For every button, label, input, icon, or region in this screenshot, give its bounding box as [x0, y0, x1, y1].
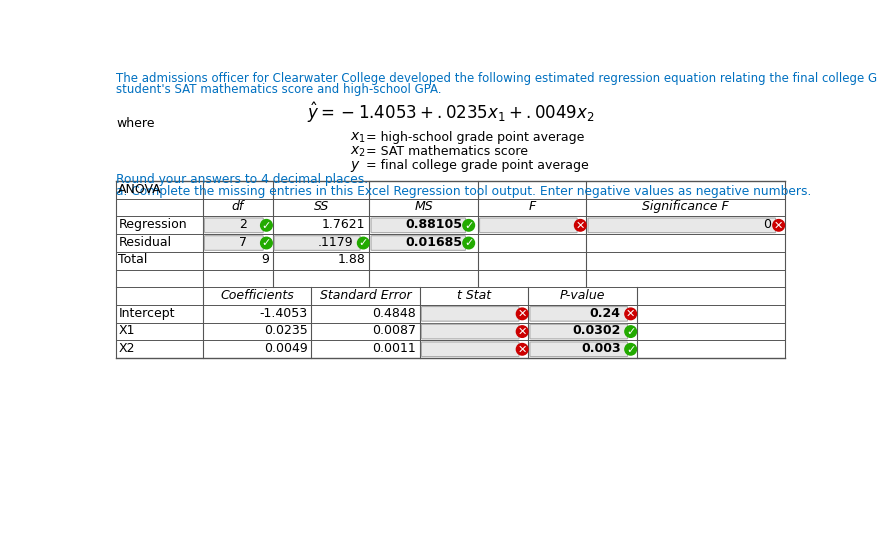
FancyBboxPatch shape [371, 236, 465, 250]
Circle shape [574, 220, 586, 231]
Text: MS: MS [414, 200, 433, 214]
Text: ✕: ✕ [517, 327, 526, 337]
Text: Regression: Regression [119, 218, 187, 231]
Text: ✕: ✕ [575, 221, 585, 231]
Circle shape [624, 344, 636, 355]
Circle shape [624, 326, 636, 337]
FancyBboxPatch shape [421, 306, 519, 321]
Text: ✓: ✓ [625, 327, 635, 337]
Circle shape [515, 308, 528, 320]
FancyBboxPatch shape [421, 324, 519, 339]
Text: Residual: Residual [119, 236, 171, 249]
FancyBboxPatch shape [529, 342, 627, 357]
Text: 0.003: 0.003 [580, 342, 620, 355]
Text: F: F [528, 200, 536, 214]
Text: 7: 7 [239, 236, 247, 249]
Text: ✕: ✕ [517, 345, 526, 354]
Text: 0.4848: 0.4848 [371, 306, 415, 320]
Text: $y$: $y$ [349, 159, 361, 174]
FancyBboxPatch shape [205, 236, 263, 250]
Text: -1.4053: -1.4053 [259, 306, 307, 320]
Circle shape [260, 220, 272, 231]
Text: = final college grade point average: = final college grade point average [365, 159, 587, 172]
Text: ✓: ✓ [464, 238, 473, 248]
Text: t Stat: t Stat [457, 289, 491, 302]
Circle shape [515, 344, 528, 355]
FancyBboxPatch shape [529, 324, 627, 339]
FancyBboxPatch shape [274, 236, 360, 250]
Text: 1.7621: 1.7621 [321, 218, 365, 231]
Text: ✕: ✕ [774, 221, 782, 231]
Text: ✕: ✕ [625, 309, 635, 319]
Text: 9: 9 [261, 253, 269, 267]
Text: 2: 2 [239, 218, 247, 231]
Text: $\hat{y} = -1.4053 + .0235x_1 + .0049x_2$: $\hat{y} = -1.4053 + .0235x_1 + .0049x_2… [306, 100, 594, 125]
Text: 0.0235: 0.0235 [263, 324, 307, 337]
Text: 0.0302: 0.0302 [572, 324, 620, 337]
Text: a. Complete the missing entries in this Excel Regression tool output. Enter nega: a. Complete the missing entries in this … [116, 185, 810, 198]
Text: $x_1$: $x_1$ [349, 131, 365, 145]
Text: ✓: ✓ [262, 238, 270, 248]
FancyBboxPatch shape [587, 218, 774, 233]
Text: 0.24: 0.24 [589, 306, 620, 320]
Text: Significance F: Significance F [642, 200, 728, 214]
Text: $x_2$: $x_2$ [349, 145, 365, 159]
Text: 0: 0 [762, 218, 770, 231]
Text: The admissions officer for Clearwater College developed the following estimated : The admissions officer for Clearwater Co… [116, 73, 878, 86]
Text: X2: X2 [119, 342, 134, 355]
FancyBboxPatch shape [479, 218, 577, 233]
Text: ✓: ✓ [358, 238, 368, 248]
FancyBboxPatch shape [371, 218, 465, 233]
Text: P-value: P-value [559, 289, 605, 302]
Text: SS: SS [313, 200, 328, 214]
Text: ✓: ✓ [464, 221, 473, 231]
Text: Coefficients: Coefficients [220, 289, 293, 302]
FancyBboxPatch shape [529, 306, 627, 321]
Text: = SAT mathematics score: = SAT mathematics score [365, 145, 527, 158]
FancyBboxPatch shape [205, 218, 263, 233]
Circle shape [463, 220, 474, 231]
Text: Standard Error: Standard Error [320, 289, 411, 302]
FancyBboxPatch shape [421, 342, 519, 357]
Text: 0.0011: 0.0011 [371, 342, 415, 355]
Text: where: where [116, 117, 155, 130]
Text: ✓: ✓ [262, 221, 270, 231]
Circle shape [357, 237, 369, 249]
Text: df: df [232, 200, 243, 214]
Text: 1.88: 1.88 [337, 253, 365, 267]
Text: 0.0087: 0.0087 [371, 324, 415, 337]
Circle shape [463, 237, 474, 249]
Text: 0.88105: 0.88105 [405, 218, 462, 231]
Text: Intercept: Intercept [119, 306, 175, 320]
Text: student's SAT mathematics score and high-school GPA.: student's SAT mathematics score and high… [116, 83, 441, 96]
Text: ✕: ✕ [517, 309, 526, 319]
Text: Total: Total [119, 253, 148, 267]
Text: X1: X1 [119, 324, 134, 337]
Text: ✓: ✓ [625, 345, 635, 354]
Circle shape [624, 308, 636, 320]
Text: 0.0049: 0.0049 [263, 342, 307, 355]
Text: ANOVA: ANOVA [119, 183, 162, 196]
Circle shape [515, 326, 528, 337]
Circle shape [772, 220, 784, 231]
Text: = high-school grade point average: = high-school grade point average [365, 131, 583, 144]
Text: 0.01685: 0.01685 [405, 236, 462, 249]
Circle shape [260, 237, 272, 249]
Text: Round your answers to 4 decimal places.: Round your answers to 4 decimal places. [116, 173, 368, 186]
Text: .1179: .1179 [317, 236, 353, 249]
